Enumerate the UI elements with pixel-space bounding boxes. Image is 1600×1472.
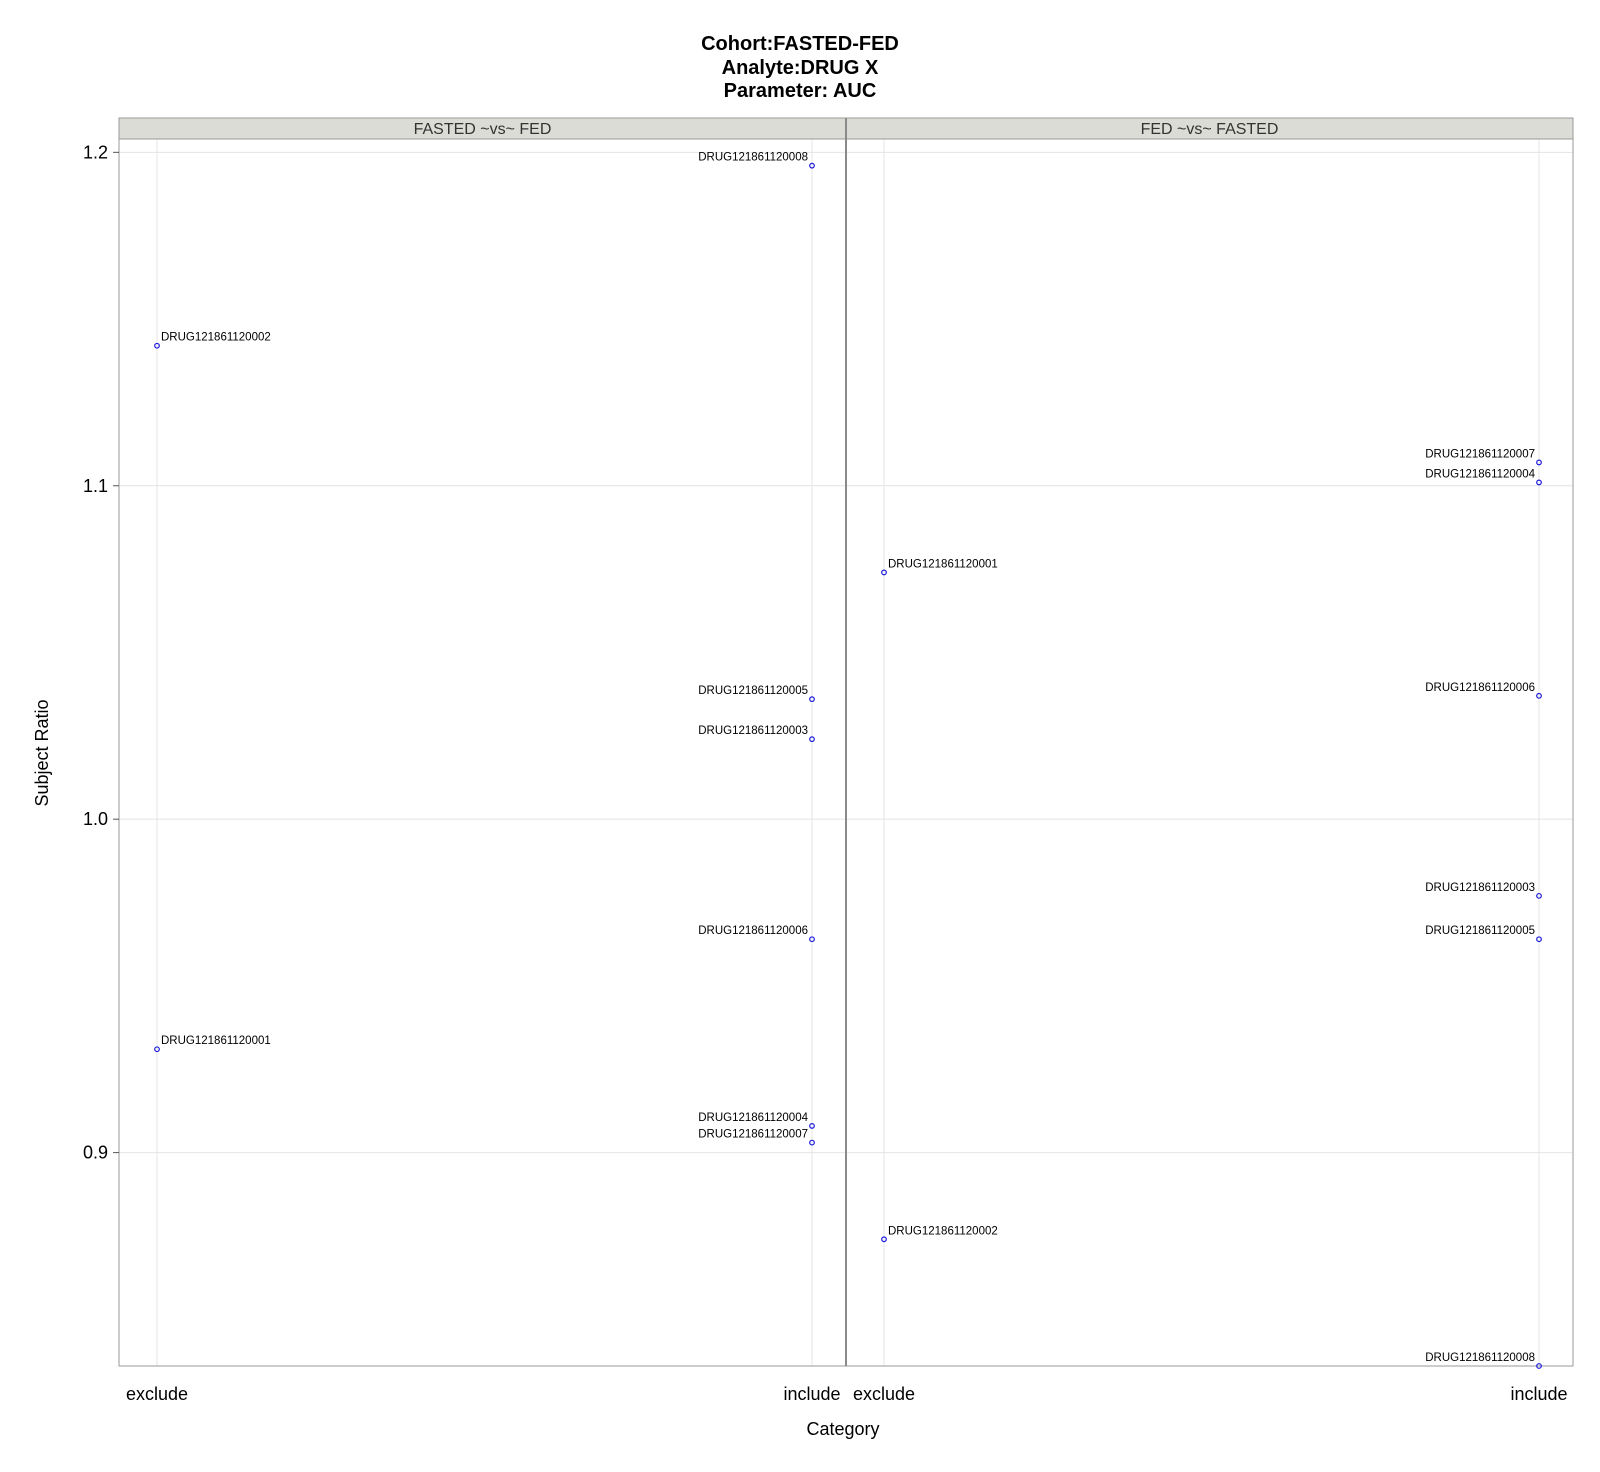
data-point-label: DRUG121861120007 [698, 1129, 808, 1141]
data-point [881, 569, 887, 576]
data-point-label: DRUG121861120001 [888, 558, 998, 570]
data-point-label: DRUG121861120006 [698, 925, 808, 937]
title-line-analyte: Analyte:DRUG X [722, 57, 879, 79]
data-point [809, 696, 815, 703]
chart-title: Cohort:FASTED-FED Analyte:DRUG X Paramet… [701, 33, 899, 102]
panel-frame [845, 138, 1574, 1367]
y-tick-label: 1.0 [83, 809, 108, 829]
y-tick-label: 0.9 [83, 1143, 108, 1163]
x-tick-label: exclude [126, 1384, 188, 1404]
data-point [1536, 692, 1542, 699]
data-point [881, 1236, 887, 1243]
data-point [809, 162, 815, 169]
y-axis-label: Subject Ratio [32, 699, 52, 806]
data-point [1536, 459, 1542, 466]
panel-strip-label: FED ~vs~ FASTED [1141, 121, 1279, 138]
y-tick-label: 1.1 [83, 476, 108, 496]
panels-layer: FASTED ~vs~ FED exclude include DRUG1218611… [83, 117, 1574, 1404]
x-tick-label: include [783, 1384, 840, 1404]
data-point-label: DRUG121861120003 [1425, 882, 1535, 894]
data-point [809, 936, 815, 943]
data-point-label: DRUG121861120001 [161, 1035, 271, 1047]
data-point [1536, 892, 1542, 899]
data-point-label: DRUG121861120003 [698, 725, 808, 737]
data-point-label: DRUG121861120005 [1425, 925, 1535, 937]
data-point-label: DRUG121861120004 [698, 1112, 808, 1124]
panel-1: FASTED ~vs~ FED exclude include DRUG1218611… [118, 117, 847, 1404]
panel-strip-label: FASTED ~vs~ FED [414, 121, 552, 138]
data-point-label: DRUG121861120002 [161, 332, 271, 344]
data-point [809, 736, 815, 743]
data-point-label: DRUG121861120006 [1425, 682, 1535, 694]
data-point [809, 1123, 815, 1129]
data-point-label: DRUG121861120008 [1425, 1352, 1535, 1364]
data-point [809, 1139, 815, 1146]
data-point [154, 342, 160, 349]
x-tick-label: exclude [853, 1384, 915, 1404]
data-point [1536, 1363, 1542, 1369]
x-axis-label: Category [806, 1419, 879, 1439]
data-point-label: DRUG121861120008 [698, 152, 808, 164]
title-line-cohort: Cohort:FASTED-FED [701, 33, 899, 55]
title-line-parameter: Parameter: AUC [724, 80, 877, 102]
y-tick-label: 1.2 [83, 142, 108, 162]
data-point [154, 1046, 160, 1053]
data-point-label: DRUG121861120004 [1425, 468, 1535, 480]
data-point [1536, 479, 1542, 486]
x-tick-label: include [1510, 1384, 1567, 1404]
data-point-label: DRUG121861120005 [698, 685, 808, 697]
panel-frame [118, 138, 847, 1367]
panel-2: FED ~vs~ FASTED exclude include DRUG1218611… [845, 117, 1574, 1404]
data-point-label: DRUG121861120002 [888, 1225, 998, 1237]
data-point [1536, 936, 1542, 943]
data-point-label: DRUG121861120007 [1425, 448, 1535, 460]
y-axis: 0.9 1.0 1.1 1.2 [83, 142, 119, 1163]
